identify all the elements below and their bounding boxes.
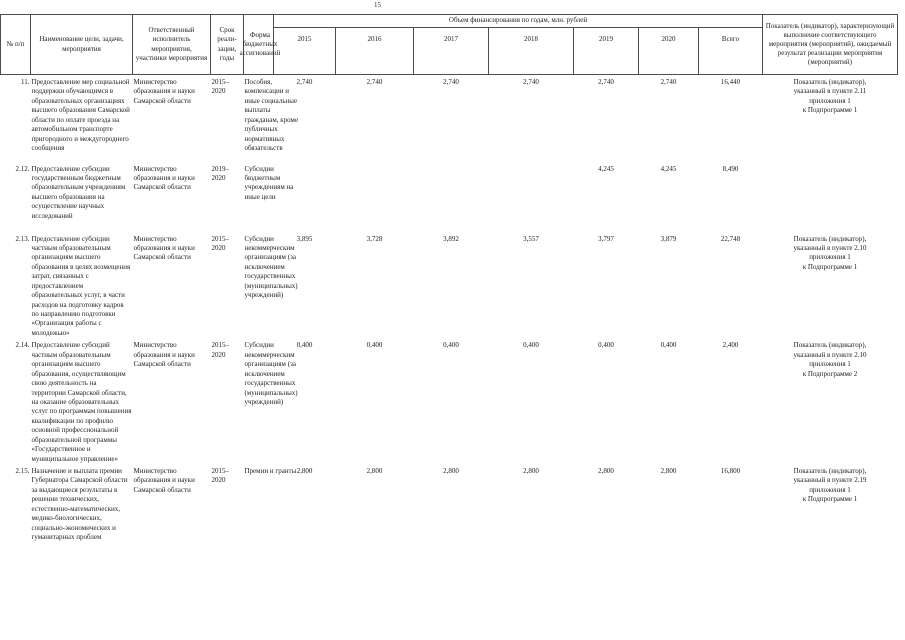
value-2015: 2,740 — [296, 78, 313, 86]
measure-name: Предоставление субсидии государственным … — [31, 164, 126, 220]
value-2019: 4,245 — [598, 164, 614, 173]
value-2017: 3,892 — [443, 234, 459, 243]
row-number: 2.13. — [15, 234, 30, 243]
col-header-year-2020: 2020 — [638, 27, 699, 75]
value-2018 — [489, 162, 574, 232]
col-header-responsible: Ответственный исполнитель мероприятия, у… — [132, 14, 211, 75]
col-header-year-2015: 2015 — [273, 27, 336, 75]
value-2015: 3,895 — [296, 234, 313, 243]
value-2020: 2,740 — [660, 78, 677, 86]
table-row: 2.12. Предоставление субсидии государств… — [1, 162, 898, 232]
row-number: 2.14. — [15, 341, 30, 350]
responsible-executor: Министерство образования и науки Самарск… — [133, 78, 195, 105]
col-header-financing-span: Объем финансирования по годам, млн. рубл… — [273, 14, 763, 28]
value-total: 16,440 — [720, 78, 741, 86]
implementation-years: 2019– 2020 — [211, 164, 230, 182]
value-2015: 2,800 — [296, 467, 313, 475]
implementation-years: 2015– 2020 — [211, 234, 230, 252]
col-header-term: Срок реали- зации, годы — [210, 14, 244, 75]
col-header-budget-form: Форма бюджетных ассигнований — [240, 14, 280, 75]
implementation-years: 2015– 2020 — [211, 78, 230, 96]
value-2020: 3,879 — [660, 234, 677, 243]
col-header-total: Всего — [698, 27, 763, 75]
implementation-years: 2015– 2020 — [211, 341, 230, 359]
budget-form: Пособия, компенсации и иные социальные в… — [244, 78, 299, 153]
responsible-executor: Министерство образования и науки Самарск… — [133, 341, 195, 369]
value-2017 — [414, 162, 489, 232]
responsible-executor: Министерство образования и науки Самарск… — [133, 164, 195, 192]
budget-form: Субсидии бюджетным учреждениям на иные ц… — [244, 164, 294, 201]
value-2020: 0,400 — [660, 341, 677, 350]
indicator-reference: Показатель (индикатор), указанный в пунк… — [793, 467, 867, 504]
value-total: 2,400 — [722, 341, 739, 350]
col-header-measure-name: Наименование цели, задачи, мероприятия — [30, 14, 133, 75]
value-2017: 2,800 — [443, 467, 459, 475]
col-header-indicator: Показатель (индикатор), характеризующий … — [762, 14, 898, 75]
financing-table: № п/п Наименование цели, задачи, меропри… — [0, 14, 898, 559]
value-2018: 2,800 — [523, 467, 539, 475]
col-header-year-2019: 2019 — [573, 27, 639, 75]
value-2016 — [336, 162, 414, 232]
budget-form: Субсидии некоммерческим организациям (за… — [244, 234, 298, 300]
value-2019: 2,800 — [598, 467, 614, 475]
col-header-number: № п/п — [0, 14, 31, 75]
value-2017: 0,400 — [443, 341, 459, 350]
measure-name: Предоставление субсидий частным образова… — [31, 341, 132, 463]
implementation-years: 2015– 2020 — [211, 467, 230, 485]
table-row: 11. Предоставление мер социальной поддер… — [1, 75, 898, 162]
budget-form: Субсидии некоммерческим организациям (за… — [244, 341, 298, 406]
row-number: 11. — [21, 78, 30, 86]
indicator-reference: Показатель (индикатор), указанный в пунк… — [793, 234, 867, 271]
measure-name: Предоставление мер социальной поддержки … — [31, 78, 130, 153]
table-header: № п/п Наименование цели, задачи, меропри… — [0, 14, 898, 75]
value-2020: 4,245 — [660, 164, 677, 173]
indicator-reference: Показатель (индикатор), указанный в пунк… — [793, 78, 867, 115]
col-header-year-2016: 2016 — [335, 27, 414, 75]
value-2016: 2,740 — [366, 78, 383, 86]
value-2015 — [274, 162, 336, 232]
measure-name: Назначение и выплата премии Губернатора … — [31, 467, 128, 542]
value-2016: 0,400 — [366, 341, 383, 350]
indicator-reference — [763, 162, 898, 232]
row-number: 2.12. — [15, 164, 30, 173]
row-number: 2.15. — [15, 467, 30, 475]
value-total: 8,490 — [722, 164, 739, 173]
responsible-executor: Министерство образования и науки Самарск… — [133, 234, 195, 262]
measure-name: Предоставление субсидии частным образова… — [31, 234, 131, 337]
responsible-executor: Министерство образования и науки Самарск… — [133, 467, 195, 494]
value-2018: 2,740 — [523, 78, 539, 86]
value-2018: 0,400 — [523, 341, 539, 350]
value-2016: 2,800 — [366, 467, 383, 475]
value-2019: 2,740 — [598, 78, 614, 86]
table-row: 2.15. Назначение и выплата премии Губерн… — [1, 464, 898, 559]
value-total: 16,800 — [720, 467, 741, 475]
page-number: 15 — [374, 1, 381, 9]
value-2017: 2,740 — [443, 78, 459, 86]
value-2018: 3,557 — [523, 234, 539, 243]
value-2016: 3,728 — [366, 234, 383, 243]
value-2019: 0,400 — [598, 341, 614, 350]
col-header-year-2017: 2017 — [413, 27, 489, 75]
table-row: 2.14. Предоставление субсидий частным об… — [1, 338, 898, 464]
indicator-reference: Показатель (индикатор), указанный в пунк… — [793, 341, 867, 378]
value-total: 22,748 — [720, 234, 741, 243]
value-2015: 0,400 — [296, 341, 313, 350]
table-body: 11. Предоставление мер социальной поддер… — [1, 75, 898, 560]
col-header-year-2018: 2018 — [488, 27, 574, 75]
value-2019: 3,797 — [598, 234, 614, 243]
value-2020: 2,800 — [660, 467, 677, 475]
table-row: 2.13. Предоставление субсидии частным об… — [1, 232, 898, 339]
budget-form: Премии и гранты — [244, 467, 297, 475]
